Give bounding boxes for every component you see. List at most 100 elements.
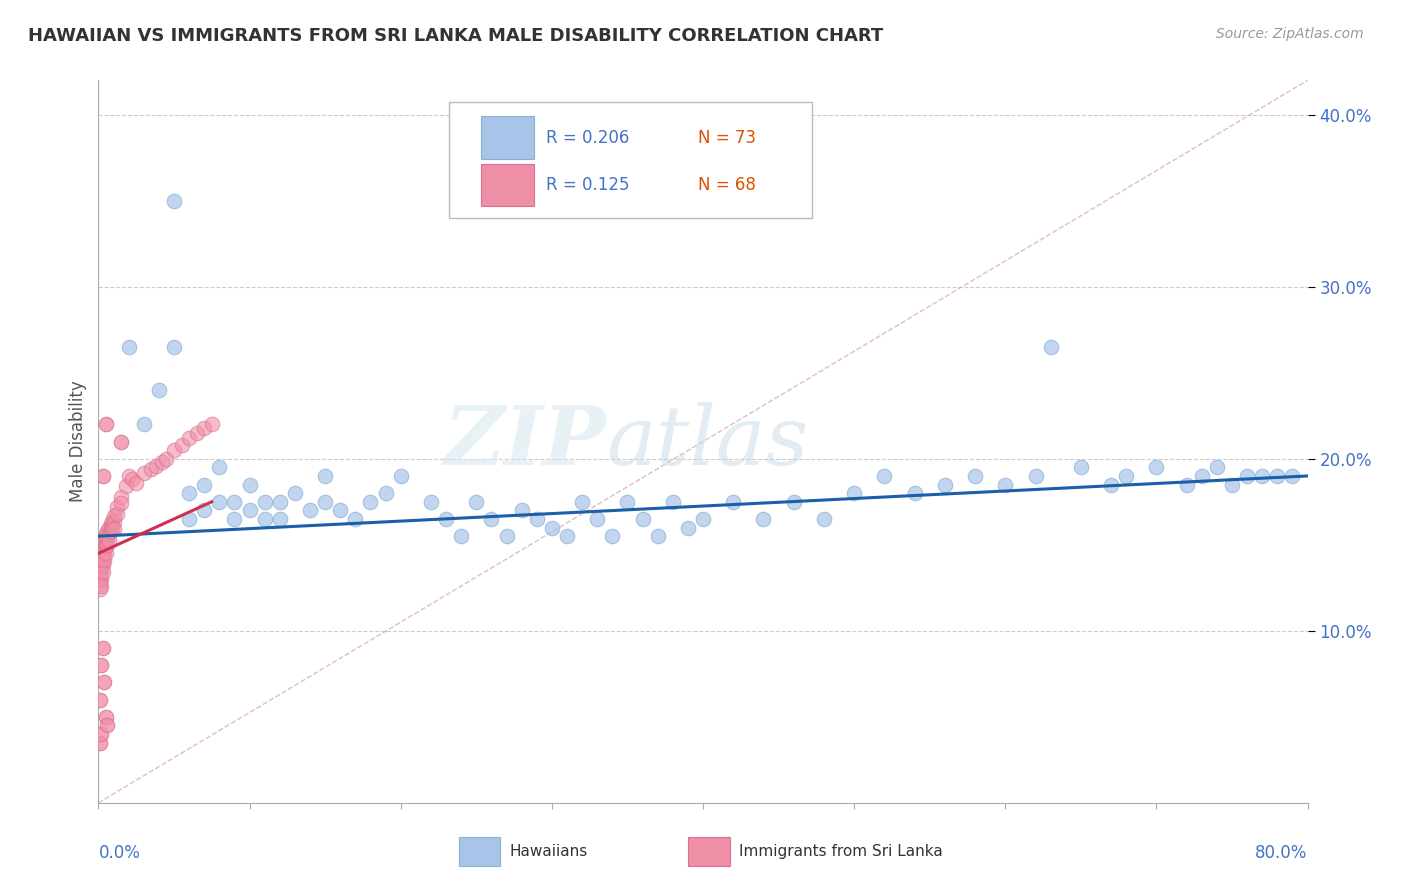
Point — [540, 520, 562, 534]
Point — [89, 582, 111, 597]
Point — [239, 503, 262, 517]
Text: N = 68: N = 68 — [699, 176, 756, 194]
Point — [91, 640, 114, 655]
Point — [269, 512, 291, 526]
Point — [253, 512, 276, 526]
Point — [752, 512, 775, 526]
Point — [105, 507, 128, 521]
Point — [208, 460, 231, 475]
Point — [91, 534, 114, 549]
Point — [89, 541, 111, 556]
Text: R = 0.206: R = 0.206 — [546, 128, 628, 146]
Point — [193, 421, 215, 435]
Point — [1236, 469, 1258, 483]
Point — [93, 536, 115, 550]
Point — [434, 512, 457, 526]
Point — [179, 486, 201, 500]
Point — [1115, 469, 1137, 483]
Point — [602, 529, 624, 543]
Point — [90, 560, 112, 574]
Point — [179, 431, 201, 445]
Point — [299, 503, 322, 517]
Text: 0.0%: 0.0% — [98, 845, 141, 863]
Point — [224, 494, 246, 508]
Point — [90, 572, 112, 586]
Point — [132, 466, 155, 480]
Point — [94, 533, 117, 547]
Point — [93, 541, 115, 556]
Point — [145, 458, 167, 473]
Point — [103, 522, 125, 536]
Point — [661, 494, 683, 508]
Point — [91, 538, 114, 552]
Point — [495, 529, 517, 543]
Point — [89, 549, 111, 564]
Point — [94, 540, 117, 554]
Point — [676, 520, 699, 534]
Point — [89, 692, 111, 706]
Point — [965, 469, 987, 483]
Point — [93, 546, 115, 560]
Point — [465, 494, 488, 508]
Point — [89, 557, 111, 571]
Point — [96, 524, 118, 538]
Point — [844, 486, 866, 500]
Point — [96, 718, 118, 732]
Point — [105, 500, 128, 514]
Point — [98, 534, 121, 549]
Point — [91, 542, 114, 557]
Point — [100, 517, 122, 532]
Point — [98, 520, 121, 534]
Text: atlas: atlas — [606, 401, 808, 482]
Point — [89, 546, 111, 560]
Point — [186, 425, 208, 440]
Point — [150, 455, 173, 469]
Point — [170, 438, 193, 452]
Text: Hawaiians: Hawaiians — [509, 844, 588, 859]
FancyBboxPatch shape — [481, 164, 534, 206]
Point — [91, 553, 114, 567]
Point — [420, 494, 443, 508]
Text: Source: ZipAtlas.com: Source: ZipAtlas.com — [1216, 27, 1364, 41]
FancyBboxPatch shape — [481, 116, 534, 159]
Point — [723, 494, 745, 508]
Point — [141, 462, 163, 476]
Point — [90, 541, 112, 556]
Point — [510, 503, 533, 517]
Point — [873, 469, 896, 483]
Point — [783, 494, 806, 508]
Point — [201, 417, 224, 432]
Point — [1144, 460, 1167, 475]
Point — [101, 514, 124, 528]
Point — [344, 512, 367, 526]
Text: Immigrants from Sri Lanka: Immigrants from Sri Lanka — [740, 844, 943, 859]
Point — [103, 508, 125, 523]
Point — [90, 551, 112, 566]
Point — [148, 383, 170, 397]
Text: 80.0%: 80.0% — [1256, 845, 1308, 863]
Point — [90, 555, 112, 569]
Point — [91, 558, 114, 573]
Point — [93, 553, 115, 567]
Point — [94, 546, 117, 560]
Point — [1220, 477, 1243, 491]
Point — [155, 451, 177, 466]
Point — [692, 512, 714, 526]
Point — [98, 527, 121, 541]
FancyBboxPatch shape — [449, 102, 811, 218]
Point — [114, 479, 136, 493]
Point — [101, 520, 124, 534]
Point — [1175, 477, 1198, 491]
Point — [94, 417, 117, 432]
Point — [103, 516, 125, 530]
Text: ZIP: ZIP — [444, 401, 606, 482]
Point — [89, 567, 111, 582]
Point — [125, 475, 148, 490]
Point — [90, 546, 112, 560]
Point — [269, 494, 291, 508]
Point — [934, 477, 956, 491]
Point — [571, 494, 593, 508]
Point — [193, 477, 215, 491]
Point — [360, 494, 382, 508]
Text: N = 73: N = 73 — [699, 128, 756, 146]
